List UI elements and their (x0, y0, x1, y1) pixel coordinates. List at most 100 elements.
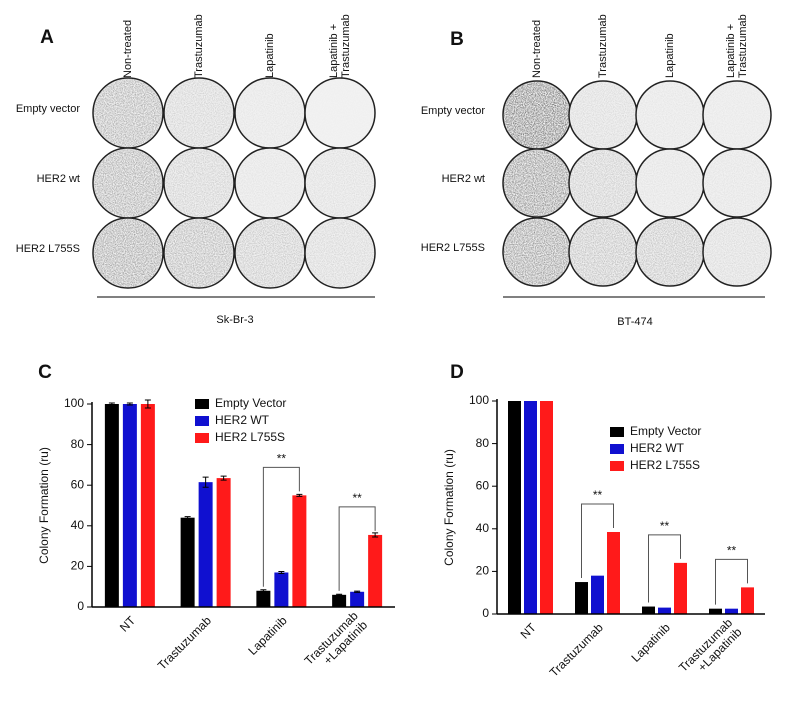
y-tick-label: 20 (71, 559, 85, 573)
well-texture (236, 219, 304, 287)
error-bar (184, 516, 191, 520)
legend-swatch (195, 399, 209, 409)
significance-label: ** (660, 519, 670, 533)
well-texture (165, 79, 233, 147)
bar (122, 404, 137, 607)
y-tick-label: 60 (476, 478, 490, 492)
row-label: HER2 L755S (421, 242, 485, 254)
legend-label: HER2 L755S (630, 458, 700, 472)
legend-label: Empty Vector (630, 424, 701, 438)
significance-bracket (262, 466, 300, 587)
column-header: Lapatinib (264, 33, 276, 78)
well-texture (94, 79, 162, 147)
column-header: Non-treated (531, 20, 543, 78)
bar (674, 562, 687, 614)
well-texture (704, 150, 770, 216)
significance-bracket (715, 558, 748, 605)
x-tick-label: Lapatinib (245, 613, 290, 658)
well-texture (570, 150, 636, 216)
bar (607, 531, 620, 614)
y-tick-label: 100 (64, 396, 84, 410)
well-texture (504, 219, 570, 285)
bar (524, 401, 537, 614)
bar (709, 608, 722, 614)
significance-bracket (338, 506, 376, 591)
row-label: Empty vector (16, 103, 81, 115)
y-tick-label: 0 (482, 606, 489, 620)
error-bar (220, 475, 227, 481)
legend-swatch (610, 461, 624, 471)
legend-label: HER2 L755S (215, 430, 285, 444)
well-texture (637, 82, 703, 148)
panel-label: A (40, 27, 54, 48)
error-bar (202, 476, 209, 488)
well-texture (165, 219, 233, 287)
significance-label: ** (277, 452, 287, 466)
bar (741, 587, 754, 614)
column-header: Lapatinib +Trastuzumab (328, 14, 352, 78)
y-tick-label: 20 (476, 564, 490, 578)
panel-label: C (38, 362, 52, 383)
well-texture (704, 82, 770, 148)
significance-bracket (581, 503, 614, 579)
well-texture (504, 82, 570, 148)
y-tick-label: 80 (71, 437, 85, 451)
bar (540, 401, 553, 614)
significance-bracket (648, 534, 681, 603)
legend-label: HER2 WT (215, 413, 270, 427)
column-header: Lapatinib (664, 33, 676, 78)
error-bar (260, 589, 267, 593)
row-label: HER2 wt (37, 173, 80, 185)
well-texture (165, 149, 233, 217)
bar (332, 594, 347, 607)
x-tick-label: Trastuzumab (547, 620, 606, 679)
y-axis-label: Colony Formation (ru) (442, 449, 456, 566)
x-tick-label: Lapatinib (629, 620, 674, 665)
legend-swatch (610, 427, 624, 437)
well-texture (704, 219, 770, 285)
bar (642, 606, 655, 614)
well-texture (570, 219, 636, 285)
significance-label: ** (352, 491, 362, 505)
y-tick-label: 60 (71, 477, 85, 491)
bar (274, 572, 289, 607)
cell-line-label: Sk-Br-3 (216, 314, 253, 326)
y-axis-label: Colony Formation (ru) (37, 447, 51, 564)
significance-label: ** (727, 544, 737, 558)
bar (256, 590, 271, 607)
well-texture (306, 149, 374, 217)
legend-swatch (195, 433, 209, 443)
y-tick-label: 80 (476, 436, 490, 450)
row-label: Empty vector (421, 105, 486, 117)
well-texture (236, 149, 304, 217)
x-tick-label: Trastuzumab+Lapatinib (676, 616, 745, 685)
well-texture (94, 219, 162, 287)
legend-swatch (610, 444, 624, 454)
well-texture (570, 82, 636, 148)
x-tick-label: Trastuzumab (155, 613, 214, 672)
column-header: Lapatinib +Trastuzumab (725, 14, 749, 78)
bar (140, 404, 155, 607)
error-bar (336, 593, 343, 596)
cell-line-label: BT-474 (617, 316, 652, 328)
well-texture (637, 219, 703, 285)
bar (368, 534, 383, 607)
bar (350, 591, 365, 607)
legend-swatch (195, 416, 209, 426)
bar (292, 495, 307, 607)
column-header: Non-treated (122, 20, 134, 78)
bar (725, 608, 738, 614)
bar (658, 607, 671, 614)
error-bar (296, 493, 303, 497)
bar (104, 404, 119, 607)
column-header: Trastuzumab (193, 14, 205, 78)
well-texture (306, 79, 374, 147)
error-bar (278, 570, 285, 575)
bar (591, 575, 604, 614)
panel-label: D (450, 362, 464, 383)
well-texture (236, 79, 304, 147)
well-texture (306, 219, 374, 287)
panel-label: B (450, 29, 464, 50)
bar (216, 478, 231, 607)
